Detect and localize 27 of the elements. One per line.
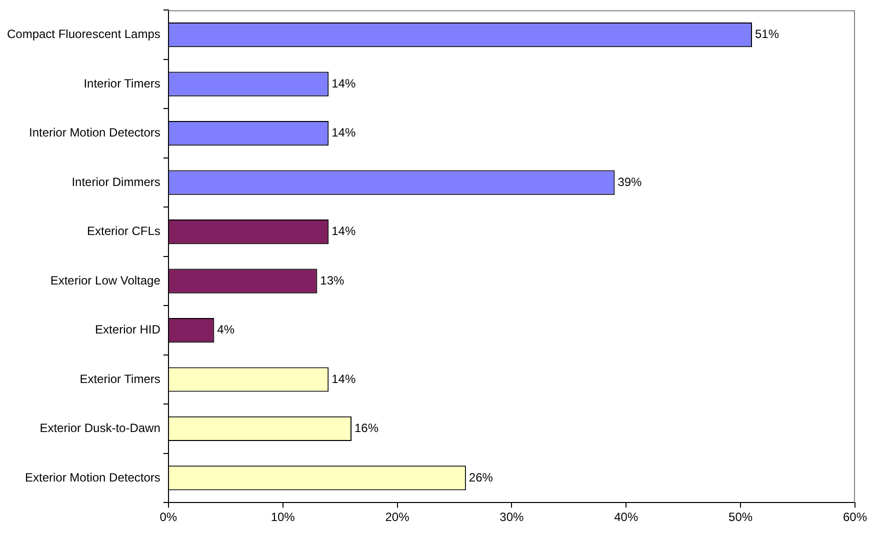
data-label: 14% [332, 372, 356, 386]
data-label: 4% [217, 322, 235, 337]
data-label: 51% [755, 27, 780, 42]
data-label: 14% [332, 224, 356, 238]
y-tick-label: Interior Timers [84, 76, 160, 90]
data-label: 14% [332, 76, 356, 90]
data-label: 16% [354, 421, 379, 436]
y-tick-label: Interior Motion Detectors [29, 126, 160, 140]
y-tick-label: Compact Fluorescent Lamps [6, 27, 160, 42]
x-tick-label: 50% [728, 510, 753, 524]
y-tick-label: Exterior Timers [80, 372, 160, 386]
data-label: 26% [468, 470, 494, 484]
x-tick-label: 10% [270, 510, 296, 524]
x-tick-label: 20% [385, 510, 410, 524]
x-tick-label: 0% [160, 510, 178, 524]
y-tick-label: Exterior Motion Detectors [25, 470, 160, 484]
data-label: 13% [320, 273, 345, 288]
x-tick-label: 40% [614, 510, 638, 524]
x-tick-label: 60% [842, 510, 868, 524]
data-label: 39% [618, 174, 642, 189]
x-tick-label: 30% [500, 510, 524, 524]
y-tick-label: Interior Dimmers [72, 174, 160, 189]
y-tick-label: Exterior HID [95, 322, 161, 337]
y-tick-label: Exterior CFLs [87, 224, 160, 238]
y-tick-label: Exterior Dusk-to-Dawn [40, 421, 160, 436]
data-label: 14% [332, 126, 356, 140]
y-tick-label: Exterior Low Voltage [50, 273, 161, 288]
